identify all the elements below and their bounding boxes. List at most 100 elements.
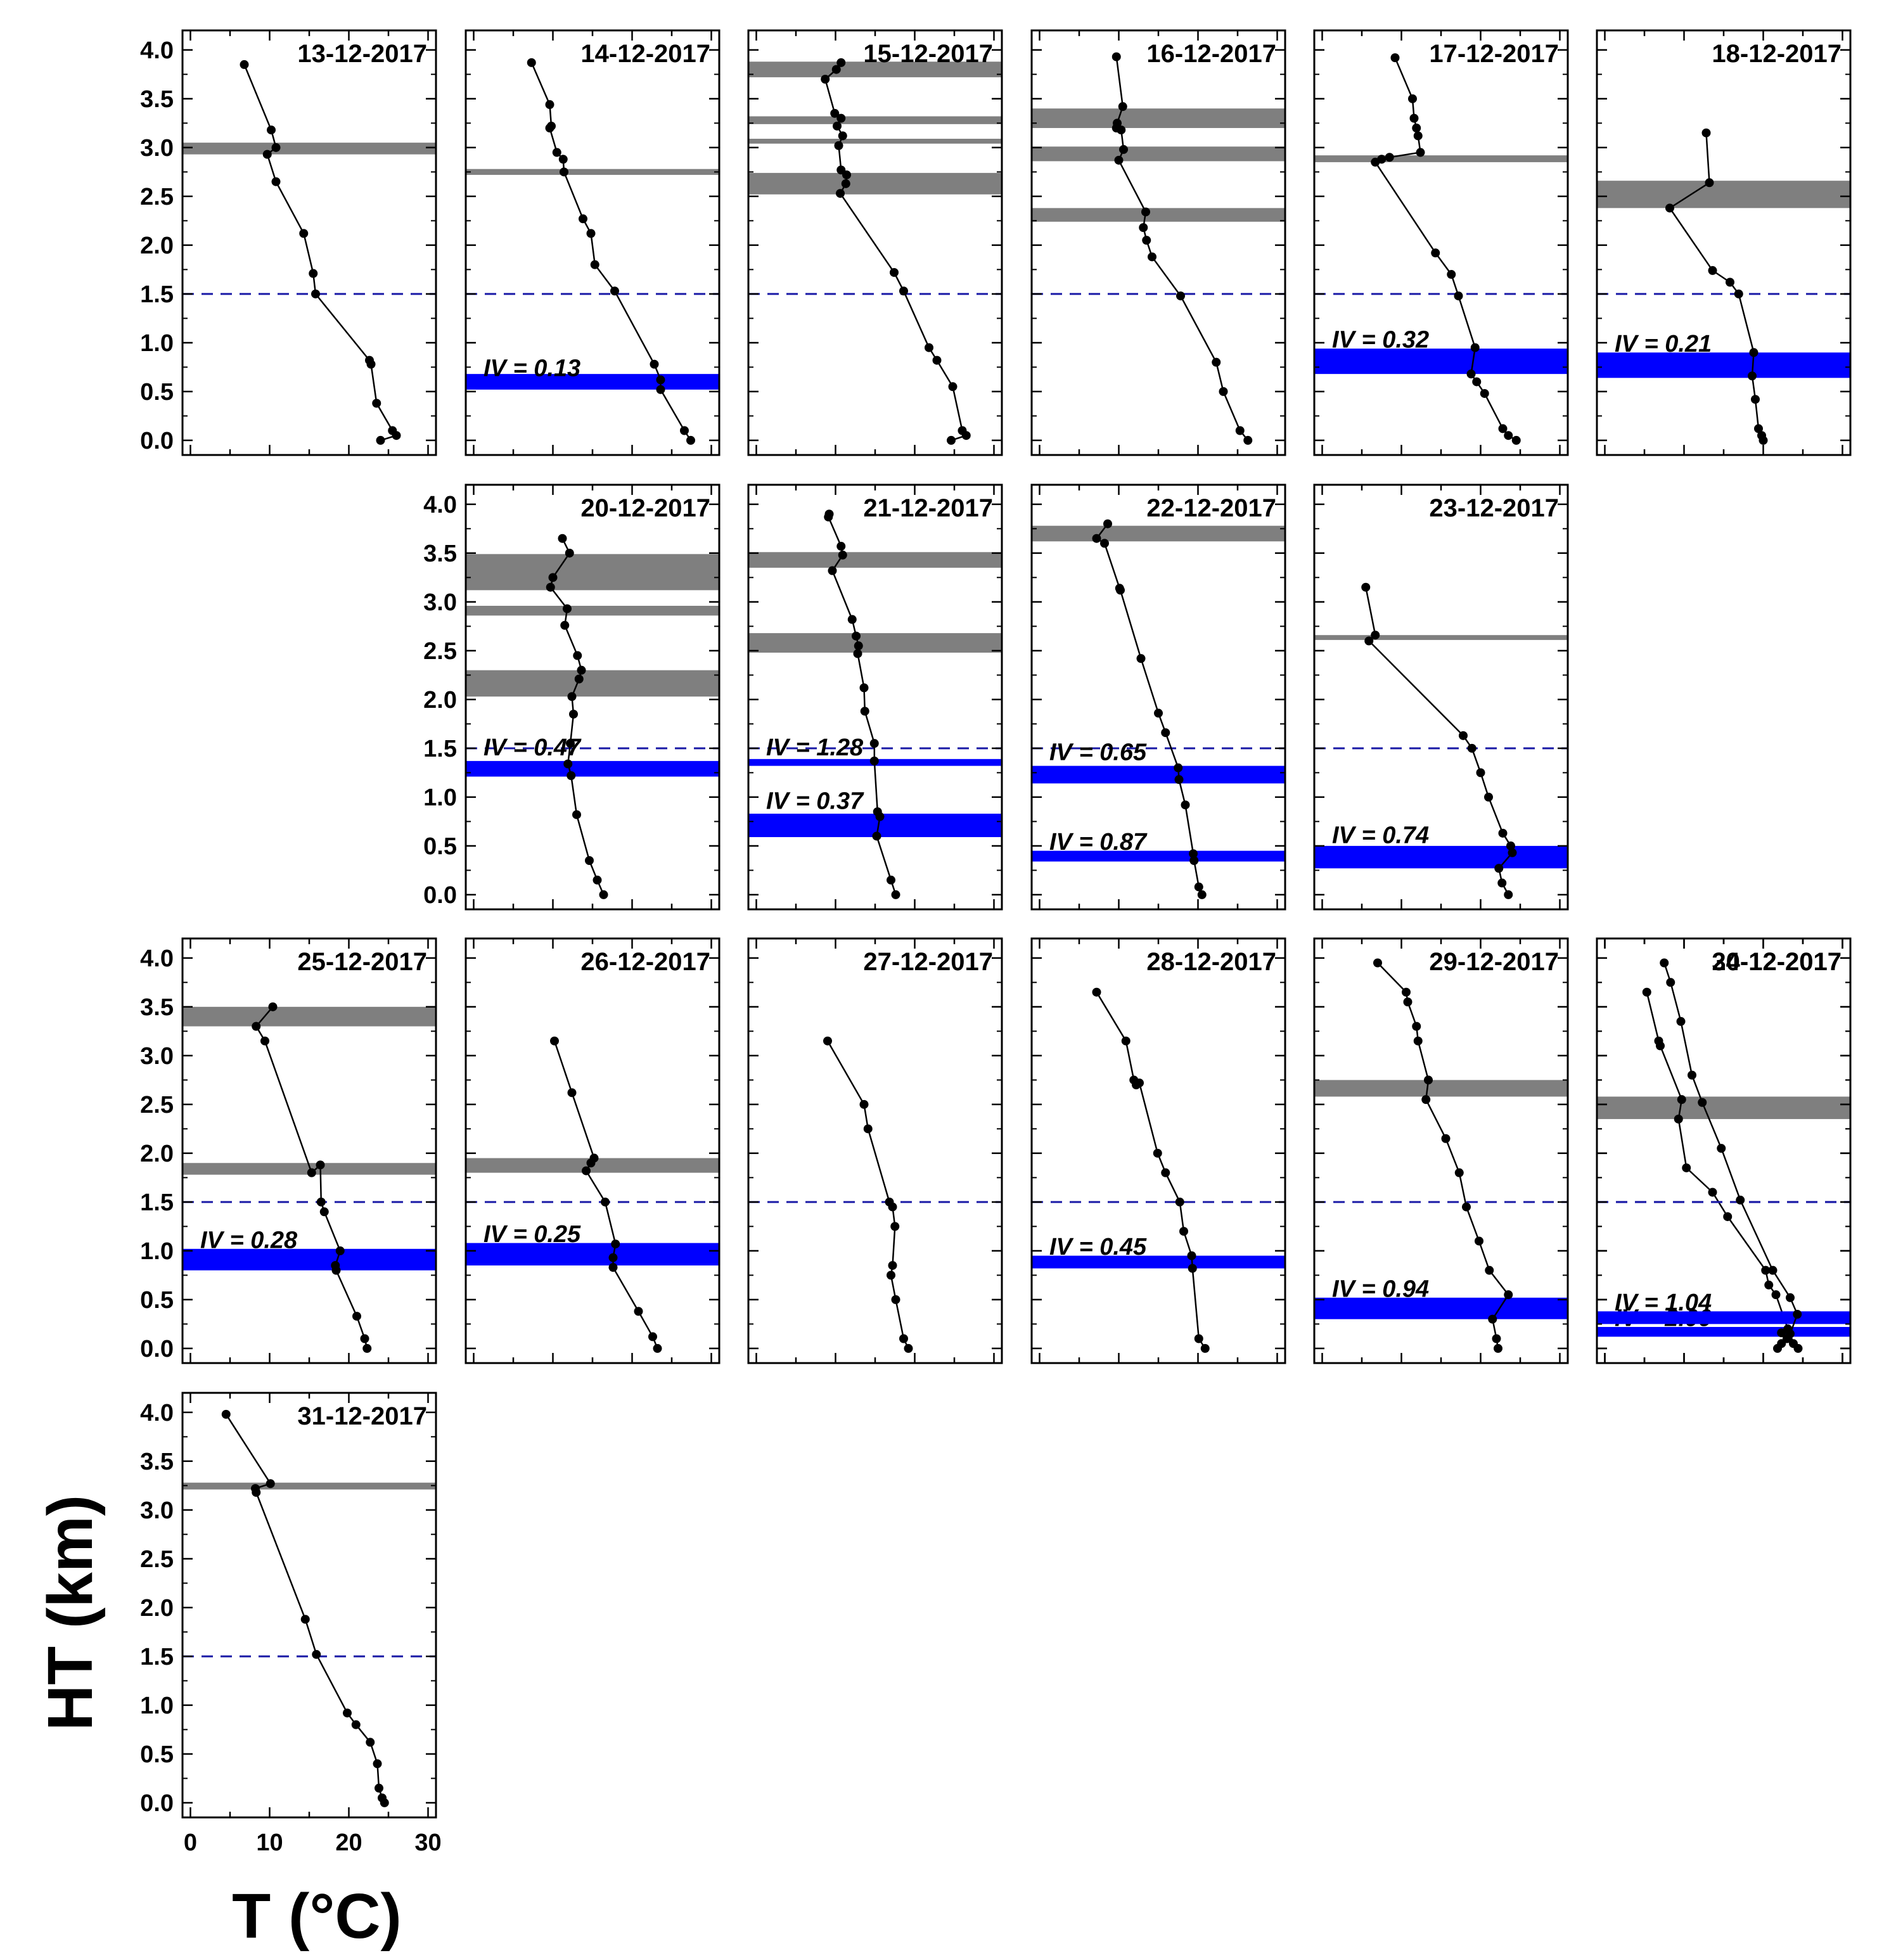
- profile-point: [830, 108, 840, 118]
- profile-point: [1371, 631, 1380, 640]
- cloud-layer-band: [183, 1482, 436, 1490]
- profile-point: [1749, 348, 1758, 357]
- y-tick-label: 2.5: [140, 1092, 174, 1118]
- profile-point: [343, 1708, 352, 1718]
- panel-date-label: 27-12-2017: [863, 948, 993, 976]
- profile-point: [1454, 1168, 1464, 1177]
- inversion-value-label: IV = 0.45: [1049, 1234, 1147, 1260]
- y-tick-label: 3.0: [140, 1043, 174, 1070]
- profile-point: [1129, 1075, 1139, 1085]
- profile-point: [824, 509, 834, 519]
- cloud-layer-band: [1032, 208, 1285, 222]
- profile-point: [1141, 207, 1150, 217]
- panel-23-12-2017: IV = 0.74 23-12-2017: [1313, 484, 1569, 911]
- profile-point: [1454, 291, 1463, 300]
- panel-date-label: 13-12-2017: [297, 40, 427, 68]
- inversion-layer-band: [183, 1248, 436, 1271]
- y-tick-label: 0.0: [140, 1790, 174, 1817]
- profile-point: [1506, 841, 1515, 850]
- y-tick-label: 2.0: [423, 687, 457, 714]
- y-tick-label: 1.5: [140, 1189, 174, 1216]
- profile-point: [550, 1036, 559, 1046]
- panel-30-12-2017: IV = 1.04 30-12-2017: [1596, 937, 1852, 1364]
- profile-point: [1484, 792, 1493, 802]
- profile-point: [567, 771, 576, 780]
- profile-point: [1701, 128, 1711, 138]
- profile-point: [362, 1343, 372, 1353]
- profile-point: [869, 756, 879, 765]
- cloud-layer-band: [183, 143, 436, 155]
- profile-point: [1174, 775, 1184, 785]
- inversion-value-label: IV = 1.28: [766, 734, 864, 761]
- profile-point: [573, 651, 582, 660]
- profile-point: [1786, 1293, 1795, 1302]
- panel-plot-area: [1597, 987, 1850, 1353]
- profile-point: [1243, 435, 1253, 445]
- panel-date-label: 22-12-2017: [1146, 494, 1276, 522]
- profile-point: [1726, 278, 1734, 287]
- panel-plot-area: [1032, 52, 1285, 445]
- profile-point: [899, 1334, 908, 1343]
- panel-date-label: 26-12-2017: [580, 948, 710, 976]
- profile-point: [240, 60, 249, 69]
- profile-point: [648, 1332, 657, 1342]
- panel-frame: [181, 29, 437, 456]
- profile-point: [863, 1124, 873, 1134]
- profile-point: [1441, 1134, 1451, 1143]
- profile-point: [582, 1166, 591, 1175]
- profile-point: [589, 1153, 599, 1163]
- profile-point: [1480, 388, 1489, 398]
- x-tick-label: 0: [184, 1829, 197, 1856]
- inversion-layer-band: [1032, 1255, 1285, 1269]
- y-tick-label: 3.0: [140, 135, 174, 162]
- inversion-value-label: IV = 0.25: [484, 1221, 581, 1248]
- profile-point: [1688, 1070, 1696, 1080]
- panel-plot-area: [1032, 519, 1285, 899]
- inversion-layer-band: [1597, 352, 1850, 378]
- profile-point: [1176, 291, 1185, 300]
- y-tick-label: 0.5: [140, 1741, 174, 1768]
- panel-frame: [181, 1392, 437, 1819]
- profile-point: [307, 1168, 316, 1177]
- profile-point: [1508, 848, 1517, 857]
- profile-point: [888, 1260, 897, 1270]
- profile-point: [1447, 270, 1456, 279]
- y-tick-label: 4.0: [140, 1400, 174, 1426]
- panel-plot-area: [183, 1409, 436, 1807]
- profile-point: [1504, 890, 1513, 899]
- profile-point: [1219, 387, 1228, 396]
- profile-point: [262, 150, 272, 159]
- profile-point: [885, 1197, 894, 1207]
- profile-point: [1771, 1290, 1781, 1300]
- profile-point: [1179, 1227, 1188, 1236]
- profile-point: [309, 269, 318, 278]
- cloud-layer-band: [748, 61, 1002, 77]
- profile-point: [1119, 144, 1128, 154]
- profile-point: [1462, 1202, 1471, 1212]
- profile-point: [585, 855, 594, 865]
- profile-point: [833, 121, 842, 131]
- profile-point: [1676, 1016, 1686, 1026]
- x-axis-title: T (°C): [232, 1881, 402, 1952]
- profile-point: [1174, 763, 1183, 772]
- profile-point: [558, 534, 567, 543]
- profile-point: [1402, 987, 1411, 997]
- cloud-layer-band: [1597, 181, 1850, 208]
- profile-point: [1115, 584, 1124, 593]
- y-tick-label: 2.5: [140, 184, 174, 210]
- inversion-layer-band: [1314, 349, 1568, 375]
- profile-point: [1498, 424, 1508, 433]
- profile-point: [1235, 426, 1245, 435]
- temperature-profile-line: [225, 1414, 385, 1803]
- profile-point: [1416, 148, 1425, 157]
- profile-point: [563, 759, 573, 769]
- profile-point: [579, 214, 587, 224]
- panel-plot-area: [1032, 987, 1285, 1353]
- profile-point: [569, 709, 578, 719]
- panel-date-label: 23-12-2017: [1429, 494, 1559, 522]
- profile-point: [854, 641, 863, 651]
- profile-point: [1413, 1036, 1423, 1046]
- profile-point: [360, 1334, 369, 1343]
- profile-point: [1175, 1197, 1184, 1207]
